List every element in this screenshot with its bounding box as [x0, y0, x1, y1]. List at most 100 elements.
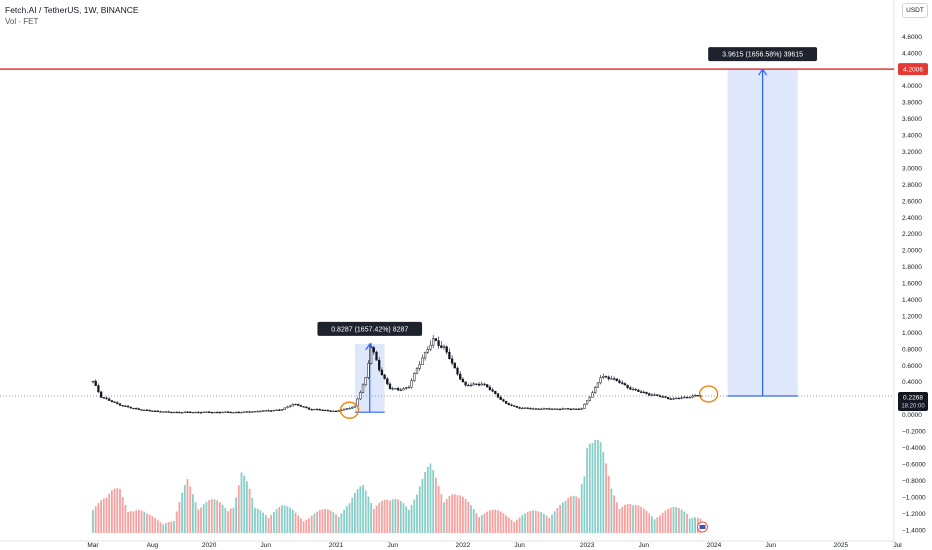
x-tick-label: Jun	[514, 542, 525, 549]
y-tick-label: 0.6000	[902, 363, 922, 370]
volume-bar	[297, 515, 300, 533]
candle-body	[294, 403, 297, 406]
candle-body	[526, 407, 529, 409]
volume-bar	[148, 514, 151, 533]
volume-bar	[688, 518, 691, 533]
volume-bar	[399, 500, 402, 533]
candle-body	[361, 384, 365, 393]
candle-body	[675, 397, 678, 400]
candle-body	[685, 396, 689, 399]
candle-body	[148, 410, 151, 412]
volume-bar	[121, 497, 124, 533]
volume-bar	[521, 515, 524, 533]
volume-bar	[194, 502, 197, 533]
volume-bar	[621, 506, 624, 533]
y-tick-label: 1.6000	[902, 281, 922, 288]
candle-body	[386, 378, 389, 385]
volume-bar	[362, 485, 364, 533]
volume-bar	[651, 516, 653, 533]
volume-bar	[613, 495, 615, 533]
candle-body	[610, 378, 613, 380]
volume-bar	[567, 497, 570, 533]
volume-bar	[453, 494, 456, 533]
candle-body	[507, 403, 510, 406]
candle-body	[313, 408, 316, 411]
candle-body	[423, 352, 427, 359]
volume-bar	[275, 509, 278, 533]
candle-body	[491, 389, 494, 392]
candle-body	[453, 362, 456, 369]
candle-body	[267, 410, 270, 412]
candle-body	[469, 384, 473, 387]
volume-bar	[283, 505, 286, 533]
volume-bar	[505, 515, 507, 533]
candle-body	[464, 381, 467, 386]
candle-body	[440, 345, 443, 348]
candle-body	[513, 405, 516, 407]
target-price-badge	[898, 63, 928, 76]
volume-bar	[624, 504, 626, 533]
volume-bar	[551, 514, 553, 533]
volume-bar	[310, 515, 313, 533]
candle-body	[477, 383, 481, 386]
volume-bar	[513, 521, 516, 533]
volume-bar	[354, 492, 356, 533]
candle-body	[224, 411, 227, 413]
candle-body	[672, 398, 675, 400]
volume-bar	[524, 513, 526, 533]
volume-bar	[661, 512, 664, 533]
volume-bar	[607, 475, 610, 533]
volume-bar	[534, 510, 537, 533]
candle-body	[170, 411, 173, 414]
candle-body	[585, 400, 589, 405]
volume-bar	[435, 477, 437, 533]
candle-body	[237, 411, 240, 414]
volume-bar	[359, 486, 362, 533]
volume-bar	[116, 488, 119, 533]
candle-body	[564, 408, 567, 410]
countdown-label: 18:20:00	[901, 403, 925, 409]
volume-bar	[135, 510, 138, 533]
candle-body	[658, 395, 662, 397]
volume-bar	[345, 506, 348, 533]
candle-body	[504, 400, 508, 404]
candle-body	[383, 374, 386, 379]
candle-body	[639, 391, 643, 393]
volume-bar	[470, 505, 472, 533]
y-tick-label: −0.4000	[902, 445, 926, 452]
candle-body	[183, 411, 186, 413]
x-tick-label: 2021	[329, 542, 344, 549]
volume-bar	[327, 509, 329, 533]
candle-body	[278, 409, 281, 411]
x-tick-label: 2023	[580, 542, 595, 549]
volume-bar	[605, 463, 607, 533]
volume-bar	[518, 517, 521, 533]
candle-body	[243, 411, 246, 413]
candle-body	[599, 377, 602, 384]
candle-body	[305, 406, 308, 409]
candle-body	[359, 392, 362, 400]
volume-bar	[305, 519, 308, 533]
volume-bar	[175, 511, 178, 533]
volume-bar	[591, 443, 594, 533]
volume-bar	[556, 507, 559, 533]
candle-body	[596, 382, 600, 388]
volume-bar	[181, 492, 183, 533]
candle-body	[442, 346, 446, 348]
currency-button[interactable]: USDT	[902, 3, 928, 18]
volume-bar	[486, 511, 489, 533]
measure-arrow-head	[365, 342, 375, 351]
volume-bar	[529, 510, 532, 533]
volume-bar	[229, 508, 232, 533]
volume-bar	[389, 500, 391, 533]
candle-body	[197, 411, 200, 414]
volume-bar	[545, 515, 548, 533]
candle-body	[91, 380, 95, 383]
candle-body	[650, 394, 654, 396]
volume-bar	[618, 508, 621, 533]
candle-body	[302, 406, 305, 408]
volume-bar	[294, 512, 297, 533]
candle-body	[432, 338, 435, 346]
volume-bar	[165, 523, 167, 533]
